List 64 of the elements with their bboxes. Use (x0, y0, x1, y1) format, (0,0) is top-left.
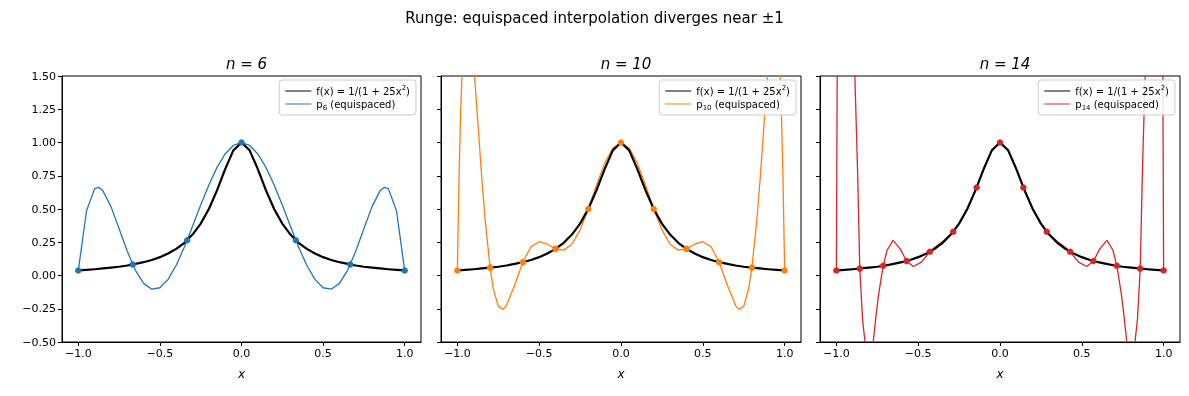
x-tick-label: 0.0 (991, 347, 1009, 360)
x-tick-label: 1.0 (1154, 347, 1173, 360)
point (183, 237, 191, 244)
point (996, 139, 1004, 146)
x-tick-label: −0.5 (525, 347, 553, 360)
x-axis-title: x (616, 367, 626, 381)
y-tick-label: 0.00 (31, 269, 56, 282)
y-tick-label: 1.25 (31, 102, 56, 116)
x-tick-label: 1.0 (775, 347, 794, 360)
y-tick-label: −0.25 (22, 302, 56, 316)
point (903, 257, 910, 265)
point (585, 205, 592, 213)
point (617, 139, 625, 146)
x-tick-label: 0.5 (314, 347, 332, 360)
point (1043, 228, 1051, 235)
point (1020, 184, 1027, 191)
point (552, 245, 559, 253)
point (401, 267, 408, 274)
chart-title: n = 6 (225, 54, 268, 73)
x-tick-label: −1.0 (823, 347, 850, 360)
x-tick-label: 0.0 (232, 347, 251, 360)
point (292, 237, 300, 244)
point (1136, 265, 1144, 272)
point (129, 261, 136, 268)
text: Runge: equispaced interpolation diverges near ±1 (404, 9, 785, 27)
point (715, 258, 723, 266)
point (973, 184, 980, 191)
point (683, 245, 690, 253)
point (1160, 267, 1167, 274)
point (650, 205, 657, 213)
y-tick-label: 1.50 (31, 69, 56, 83)
x-tick-label: −1.0 (444, 347, 471, 360)
y-tick-label: 0.75 (31, 169, 56, 183)
chart-title: n = 10 (600, 54, 652, 73)
point (75, 267, 82, 274)
point (949, 228, 957, 235)
x-tick-label: 0.0 (612, 347, 630, 360)
point (347, 261, 354, 268)
y-tick-label: 0.50 (31, 202, 56, 216)
point (1113, 262, 1121, 270)
point (1090, 257, 1097, 265)
point (454, 267, 461, 274)
y-tick-label: −0.50 (22, 335, 56, 349)
chart-title: n = 14 (979, 54, 1031, 73)
x-axis-title: x (236, 367, 246, 381)
x-tick-label: 1.0 (395, 347, 414, 360)
point (238, 139, 245, 146)
x-axis-title: x (995, 367, 1005, 381)
y-tick-label: 1.00 (31, 136, 56, 149)
point (1066, 248, 1074, 255)
x-tick-label: −1.0 (64, 347, 92, 360)
point (926, 248, 934, 255)
x-tick-label: −0.5 (904, 347, 932, 360)
x-tick-label: 0.5 (1073, 347, 1091, 360)
y-tick-label: 0.25 (31, 235, 56, 249)
point (519, 258, 527, 266)
point (833, 267, 840, 274)
point (879, 262, 887, 270)
point (856, 265, 864, 272)
point (748, 264, 756, 271)
x-tick-label: 0.5 (694, 347, 712, 360)
x-tick-label: −0.5 (146, 347, 174, 360)
point (781, 267, 788, 274)
point (486, 264, 494, 271)
